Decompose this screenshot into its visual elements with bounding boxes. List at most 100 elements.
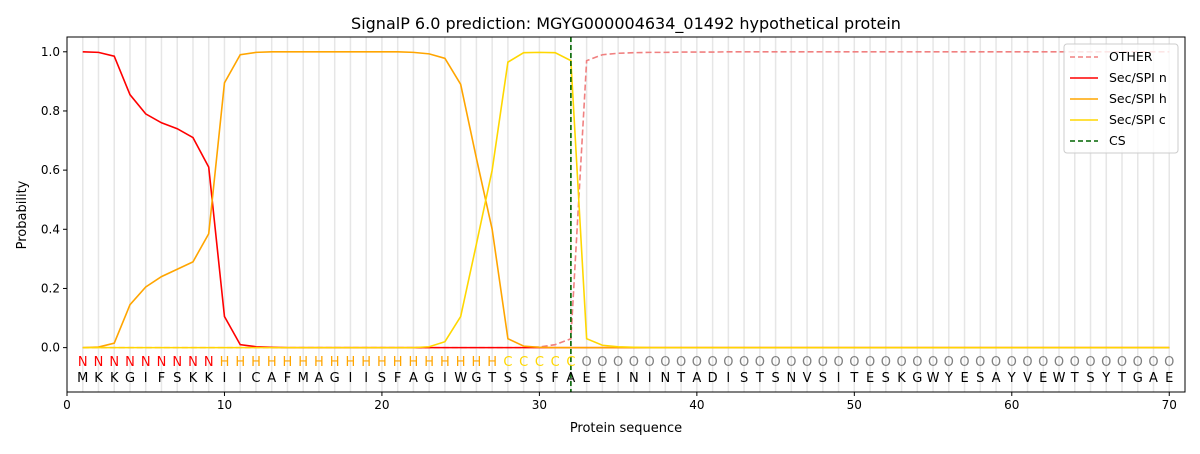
region-label: H bbox=[487, 355, 497, 370]
region-label: H bbox=[409, 355, 419, 370]
y-tick-label: 1.0 bbox=[41, 45, 60, 59]
region-label: O bbox=[786, 355, 796, 370]
region-label: O bbox=[849, 355, 859, 370]
residue-label: G bbox=[424, 371, 434, 386]
residue-label: G bbox=[471, 371, 481, 386]
region-label: H bbox=[267, 355, 277, 370]
region-label: O bbox=[676, 355, 686, 370]
residue-label: T bbox=[849, 371, 858, 386]
region-label: C bbox=[503, 355, 512, 370]
region-label: O bbox=[896, 355, 906, 370]
residue-label: S bbox=[173, 371, 181, 386]
region-label: N bbox=[141, 355, 151, 370]
region-label: O bbox=[928, 355, 938, 370]
residue-label: K bbox=[94, 371, 103, 386]
region-label: H bbox=[472, 355, 482, 370]
region-label: O bbox=[1117, 355, 1127, 370]
residue-label: G bbox=[1133, 371, 1143, 386]
region-label: O bbox=[1148, 355, 1158, 370]
x-tick-label: 0 bbox=[63, 398, 71, 412]
region-label: O bbox=[755, 355, 765, 370]
residue-label: F bbox=[394, 371, 401, 386]
legend-label: Sec/SPI h bbox=[1109, 91, 1167, 106]
region-label: O bbox=[1101, 355, 1111, 370]
region-label: H bbox=[393, 355, 403, 370]
series-line-sec-spi-c bbox=[82, 51, 1170, 349]
residue-label: N bbox=[660, 371, 670, 386]
region-label: O bbox=[629, 355, 639, 370]
residue-label: I bbox=[443, 371, 447, 386]
x-tick-label: 20 bbox=[374, 398, 389, 412]
plot-frame bbox=[66, 36, 1186, 393]
residue-label: E bbox=[583, 371, 591, 386]
x-tick-label: 70 bbox=[1162, 398, 1177, 412]
region-label: C bbox=[519, 355, 528, 370]
region-label: O bbox=[707, 355, 717, 370]
residue-label: D bbox=[708, 371, 718, 386]
region-label: O bbox=[770, 355, 780, 370]
residue-label: W bbox=[454, 371, 467, 386]
residue-label: A bbox=[692, 371, 701, 386]
residue-label: S bbox=[520, 371, 528, 386]
region-label: H bbox=[440, 355, 450, 370]
residue-label: N bbox=[629, 371, 639, 386]
x-tick-label: 10 bbox=[217, 398, 232, 412]
residue-label: I bbox=[349, 371, 353, 386]
x-axis-label: Protein sequence bbox=[570, 421, 682, 436]
residue-label: S bbox=[504, 371, 512, 386]
region-label: O bbox=[1022, 355, 1032, 370]
region-label: O bbox=[645, 355, 655, 370]
residue-label: N bbox=[786, 371, 796, 386]
region-label: H bbox=[220, 355, 230, 370]
y-tick-label: 0.4 bbox=[41, 222, 60, 236]
region-label: O bbox=[660, 355, 670, 370]
region-label: O bbox=[739, 355, 749, 370]
residue-label: F bbox=[551, 371, 558, 386]
residue-label: E bbox=[1039, 371, 1047, 386]
region-label: O bbox=[1038, 355, 1048, 370]
region-label: O bbox=[1085, 355, 1095, 370]
region-label: O bbox=[1164, 355, 1174, 370]
legend-box bbox=[1063, 43, 1179, 154]
residue-label: A bbox=[992, 371, 1001, 386]
y-tick-label: 0.8 bbox=[41, 104, 60, 118]
residue-label: K bbox=[189, 371, 198, 386]
legend-label: CS bbox=[1109, 133, 1126, 148]
residue-label: K bbox=[897, 371, 906, 386]
residue-label: M bbox=[77, 371, 88, 386]
legend-label: Sec/SPI c bbox=[1109, 112, 1166, 127]
region-label: H bbox=[456, 355, 466, 370]
residue-label: T bbox=[487, 371, 496, 386]
region-label: O bbox=[613, 355, 623, 370]
residue-label: A bbox=[1149, 371, 1158, 386]
region-label: O bbox=[723, 355, 733, 370]
region-label: H bbox=[361, 355, 371, 370]
region-label: H bbox=[235, 355, 245, 370]
x-tick-label: 60 bbox=[1004, 398, 1019, 412]
legend-label: OTHER bbox=[1109, 49, 1153, 64]
region-label: O bbox=[944, 355, 954, 370]
y-tick-label: 0.0 bbox=[41, 341, 60, 355]
series-line-sec-spi-h bbox=[82, 50, 1170, 349]
chart-title: SignalP 6.0 prediction: MGYG000004634_01… bbox=[351, 14, 901, 34]
residue-label: G bbox=[912, 371, 922, 386]
residue-label: S bbox=[535, 371, 543, 386]
residue-label: T bbox=[676, 371, 685, 386]
residue-label: A bbox=[267, 371, 276, 386]
residue-label: E bbox=[1165, 371, 1173, 386]
region-label: N bbox=[204, 355, 214, 370]
residue-label: S bbox=[976, 371, 984, 386]
residue-label: I bbox=[238, 371, 242, 386]
series-line-other bbox=[82, 50, 1170, 349]
region-label: C bbox=[551, 355, 560, 370]
residue-label: G bbox=[330, 371, 340, 386]
residue-label: A bbox=[409, 371, 418, 386]
residue-label: V bbox=[1023, 371, 1032, 386]
region-label: C bbox=[535, 355, 544, 370]
region-label: O bbox=[1054, 355, 1064, 370]
x-tick-label: 30 bbox=[532, 398, 547, 412]
residue-label: W bbox=[927, 371, 940, 386]
region-label: O bbox=[597, 355, 607, 370]
region-label: N bbox=[94, 355, 104, 370]
residue-label: W bbox=[1053, 371, 1066, 386]
